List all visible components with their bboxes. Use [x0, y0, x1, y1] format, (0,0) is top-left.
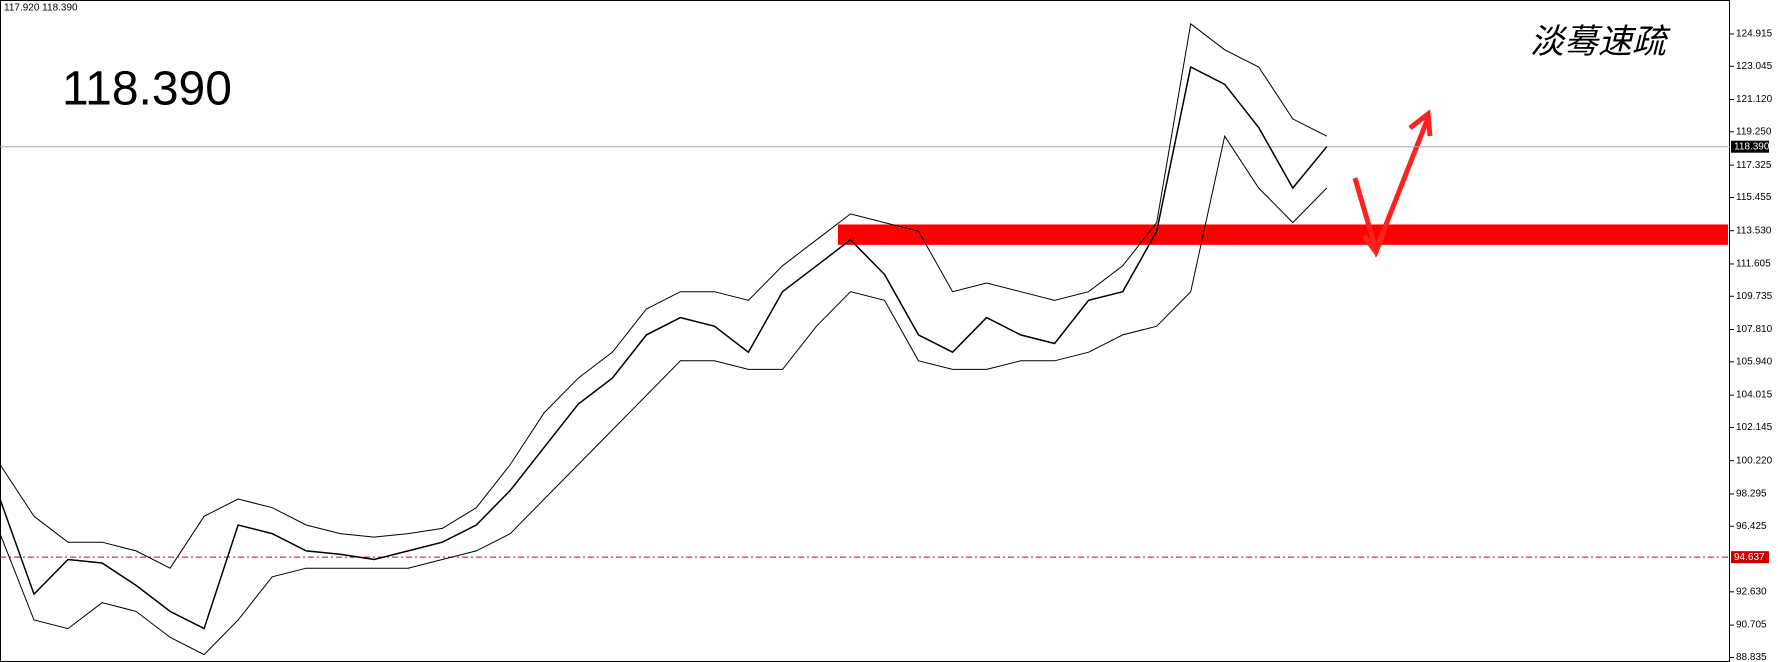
y-tick-label: 111.605 — [1736, 259, 1771, 270]
y-tick-label: 88.835 — [1736, 652, 1767, 662]
price-label: 94.637 — [1734, 552, 1765, 563]
y-tick-label: 96.425 — [1736, 521, 1767, 532]
band-line — [0, 22, 1328, 569]
y-tick-label: 104.015 — [1736, 390, 1773, 401]
y-tick-label: 123.045 — [1736, 61, 1773, 72]
y-tick-label: 90.705 — [1736, 620, 1767, 631]
y-tick-label: 109.735 — [1736, 291, 1773, 302]
y-tick-label: 105.940 — [1736, 356, 1773, 367]
arrows — [1352, 109, 1433, 258]
support-zone — [838, 224, 1728, 245]
y-tick-label: 124.915 — [1736, 29, 1773, 40]
y-tick-label: 98.295 — [1736, 489, 1767, 500]
price-label: 118.390 — [1734, 141, 1770, 152]
price-label-box — [1731, 140, 1769, 153]
y-tick-label: 115.455 — [1736, 192, 1772, 203]
signature: 淡蓦速疏 — [1530, 22, 1671, 62]
y-tick-label: 100.220 — [1736, 455, 1773, 466]
y-tick-label: 107.810 — [1736, 324, 1773, 335]
price-line-series — [0, 65, 1328, 630]
headline-price: 118.390 — [62, 63, 232, 116]
y-tick-label: 102.145 — [1736, 422, 1773, 433]
plot-frame — [0, 0, 1730, 662]
y-tick-label: 113.530 — [1736, 225, 1772, 236]
arrow-head — [1362, 231, 1387, 258]
y-tick-label: 121.120 — [1736, 94, 1773, 105]
y-tick-label: 117.325 — [1736, 160, 1772, 171]
info-text: 117.920 118.390 — [4, 3, 78, 14]
y-tick-label: 119.250 — [1736, 126, 1772, 137]
arrow-head — [1408, 109, 1433, 137]
band-line — [0, 134, 1328, 656]
price-label-box — [1731, 551, 1769, 564]
y-tick-label: 92.630 — [1736, 586, 1767, 597]
